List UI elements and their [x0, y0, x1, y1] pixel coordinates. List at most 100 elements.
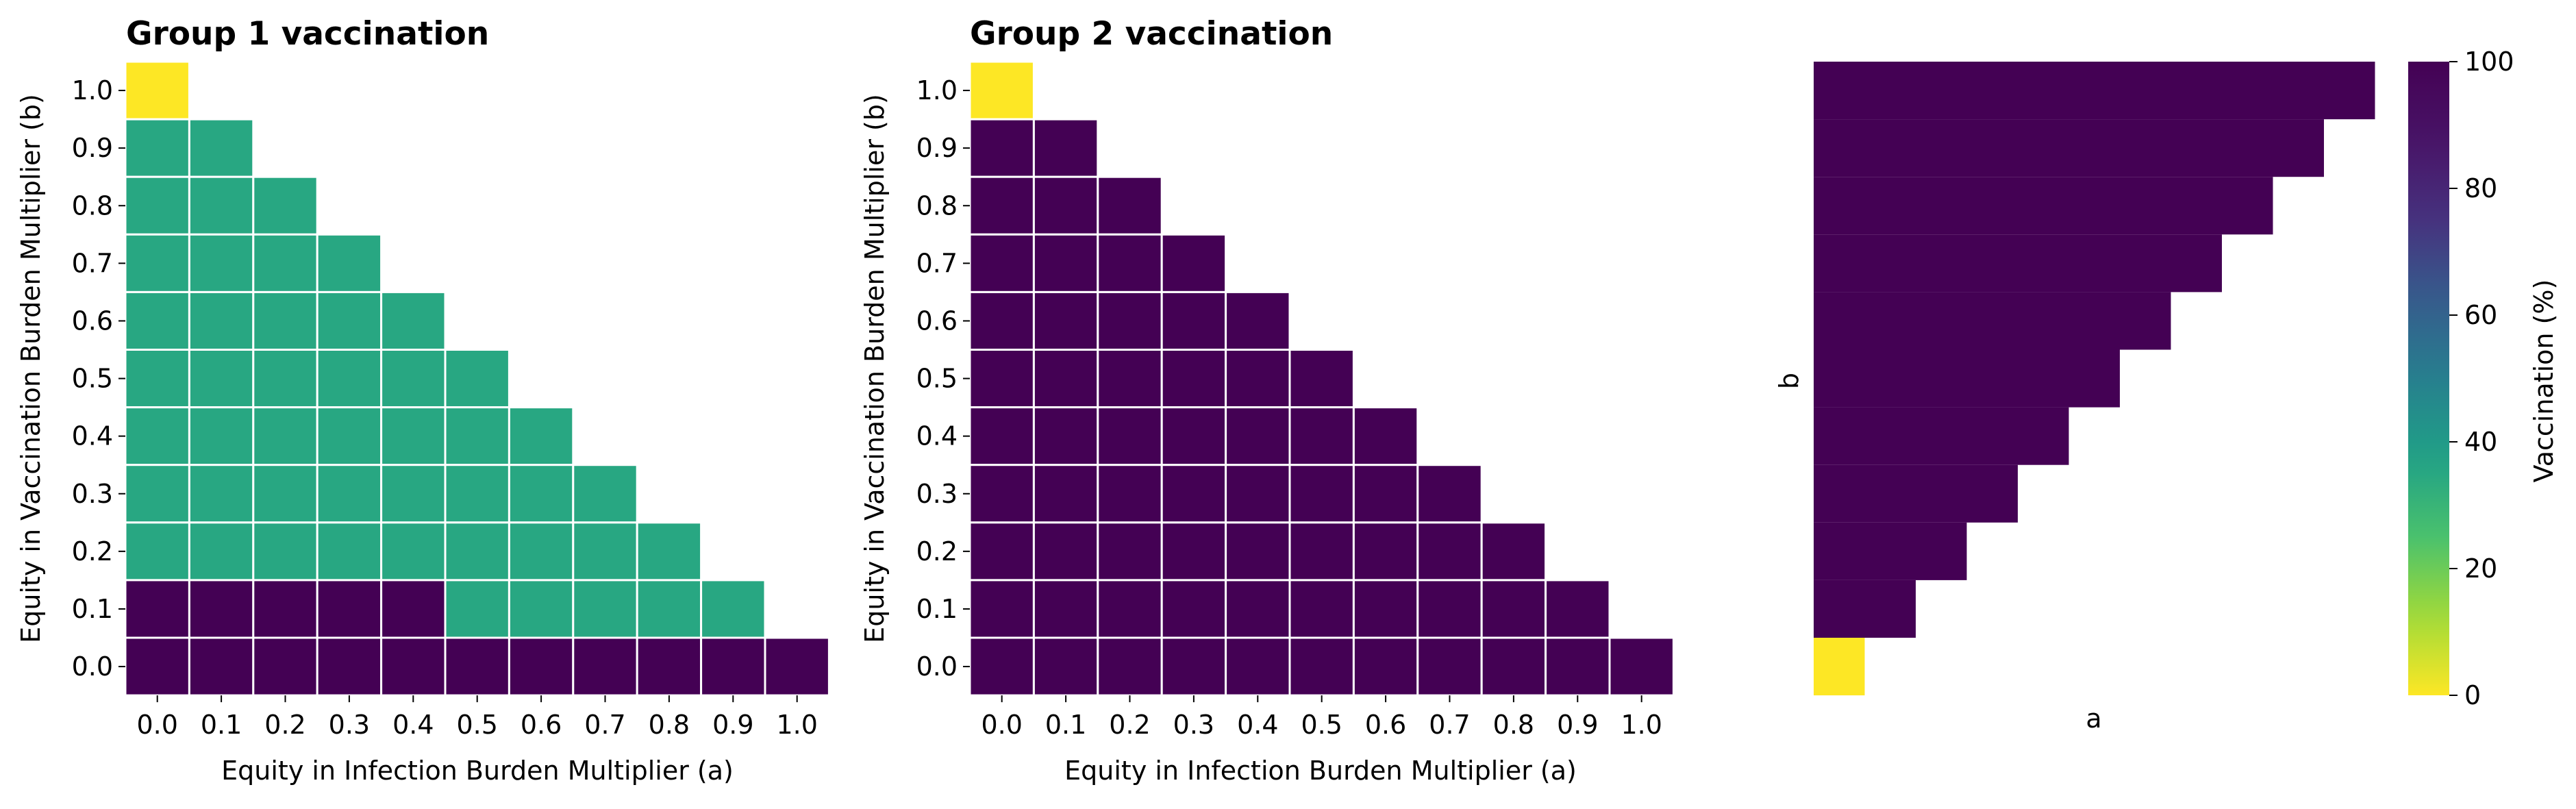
heatmap-cell	[1814, 522, 1865, 580]
heatmap-cell	[1916, 522, 1967, 580]
heatmap-cell	[1916, 234, 1967, 293]
colorbar-tick-label: 80	[2464, 173, 2497, 203]
heatmap-cell	[1814, 580, 1865, 638]
heatmap-cell	[1225, 464, 1291, 524]
y-tick-label: 1.0	[916, 75, 958, 105]
x-tick-labels: 0.0 0.1 0.2 0.3 0.4 0.5 0.6 0.7 0.8 0.9 1.0	[136, 695, 818, 740]
heatmap-cell	[124, 60, 190, 121]
heatmap-cell	[700, 579, 766, 639]
heatmap-cell	[1608, 636, 1675, 697]
heatmap-cell	[1097, 579, 1163, 639]
heatmap-cell	[1480, 579, 1547, 639]
heatmap-cell	[1225, 579, 1291, 639]
heatmap-cell	[1032, 290, 1099, 351]
heatmap-cell	[124, 636, 190, 697]
heatmap-cell	[2171, 234, 2222, 293]
heatmap-cell	[1160, 636, 1227, 697]
heatmap-cell	[380, 464, 447, 524]
x-tick-label: 0.9	[1557, 710, 1598, 740]
heatmap-cell	[252, 636, 318, 697]
y-tick-label: 0.8	[72, 190, 113, 221]
heatmap-cell	[1416, 464, 1483, 524]
heatmap-cell	[1032, 118, 1099, 178]
heatmap-cell	[764, 636, 830, 697]
heatmap-cell	[1814, 234, 1865, 293]
heatmap-cell	[2018, 292, 2069, 350]
heatmap-cell	[1032, 349, 1099, 409]
heatmap-cell	[700, 636, 766, 697]
y-tick-label: 0.4	[916, 421, 958, 451]
heatmap-cell	[444, 636, 510, 697]
heatmap-cell	[1864, 580, 1916, 638]
heatmap-cell	[1225, 349, 1291, 409]
heatmap-cell	[380, 636, 447, 697]
heatmap-cell	[1352, 464, 1419, 524]
heatmap-cell	[1352, 579, 1419, 639]
heatmap-cell	[316, 464, 383, 524]
heatmap-cell	[1864, 407, 1916, 465]
heatmap-cell	[968, 406, 1035, 466]
x-tick-label: 0.6	[521, 710, 562, 740]
heatmap-cell	[1097, 521, 1163, 582]
heatmap-cell	[124, 579, 190, 639]
heatmap-cell	[316, 579, 383, 639]
heatmap-cell	[1032, 521, 1099, 582]
heatmap-cell	[1916, 62, 1967, 120]
y-tick-label: 0.9	[916, 133, 958, 163]
heatmap-cell	[1097, 175, 1163, 236]
heatmap-cell	[968, 118, 1035, 178]
heatmap-cell	[188, 521, 255, 582]
colorbar-tick-label: 0	[2464, 680, 2481, 710]
y-tick-label: 0.6	[72, 306, 113, 336]
heatmap-cell	[1916, 119, 1967, 177]
x-tick-label: 0.0	[981, 710, 1022, 740]
heatmap-cell	[1864, 292, 1916, 350]
heatmap-cell	[1480, 521, 1547, 582]
heatmap-cell	[1097, 233, 1163, 293]
x-tick-label: 0.1	[201, 710, 242, 740]
heatmap-cell	[1225, 636, 1291, 697]
heatmap-cell	[1416, 579, 1483, 639]
heatmap-cell	[188, 406, 255, 466]
x-tick-label: 0.4	[1237, 710, 1278, 740]
heatmap-cell	[1966, 234, 2018, 293]
heatmap-cell	[316, 233, 383, 293]
heatmap-cell	[1814, 292, 1865, 350]
heatmap-cell	[316, 406, 383, 466]
heatmap-cell	[1032, 636, 1099, 697]
heatmap-cell	[2068, 349, 2120, 408]
heatmap-cell	[1966, 62, 2018, 120]
heatmap-cell	[1097, 349, 1163, 409]
y-tick-labels: 1.0 0.9 0.8 0.7 0.6 0.5 0.4 0.3 0.2 0.1 0.0	[916, 75, 970, 682]
x-tick-label: 0.0	[136, 710, 177, 740]
heatmap-cell	[124, 290, 190, 351]
heatmap-cell	[1288, 406, 1355, 466]
heatmap-cell	[968, 579, 1035, 639]
y-axis-label: b	[1774, 373, 1804, 389]
heatmap-cell	[1032, 406, 1099, 466]
heatmap-cell	[968, 233, 1035, 293]
heatmap-cell	[572, 521, 638, 582]
heatmap-cell	[124, 521, 190, 582]
x-tick-label: 0.4	[392, 710, 434, 740]
heatmap-cell	[444, 349, 510, 409]
combined-heatmap: a b	[1774, 62, 2375, 734]
y-tick-label: 0.9	[72, 133, 113, 163]
heatmap-cell	[1160, 233, 1227, 293]
heatmap-cell	[1814, 638, 1865, 696]
heatmap-cell	[1160, 521, 1227, 582]
heatmap-cell	[124, 175, 190, 236]
x-axis-label: a	[2086, 704, 2101, 734]
y-axis-label: Equity in Vaccination Burden Multiplier …	[860, 94, 890, 643]
heatmap-cell	[1097, 464, 1163, 524]
y-tick-label: 1.0	[72, 75, 113, 105]
y-tick-label: 0.7	[72, 248, 113, 278]
heatmap-cell	[252, 290, 318, 351]
y-tick-label: 0.3	[72, 479, 113, 509]
colorbar-ticks: 0 20 40 60 80 100	[2449, 47, 2514, 710]
heatmap-cell	[1097, 290, 1163, 351]
heatmap-cell	[1160, 464, 1227, 524]
heatmap-cell	[508, 406, 575, 466]
heatmap-cell	[508, 636, 575, 697]
